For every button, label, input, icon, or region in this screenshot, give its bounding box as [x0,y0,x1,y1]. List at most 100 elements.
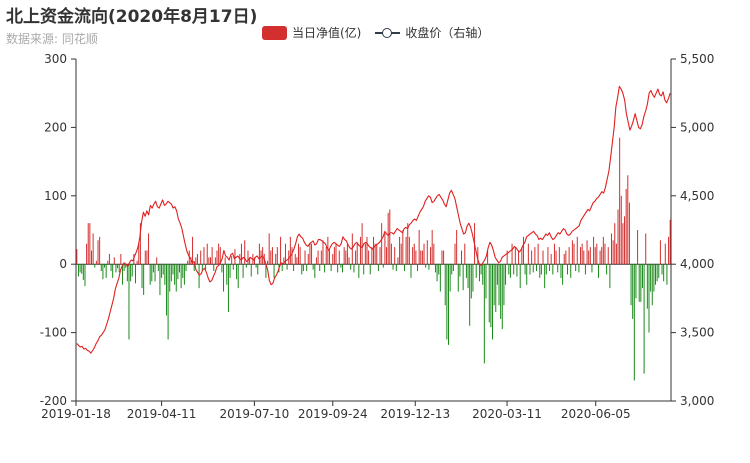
legend-item-net-flow[interactable]: 当日净值(亿) [262,24,361,41]
net-flow-bar [213,264,215,272]
net-flow-bar [513,264,515,275]
net-flow-bar [97,240,99,265]
net-flow-bar [105,264,107,278]
net-flow-bar [570,264,572,278]
net-flow-bar [544,264,546,289]
net-flow-bar [180,264,182,289]
net-flow-bar [589,247,591,265]
net-flow-bar [200,250,202,265]
net-flow-bar [433,243,435,265]
net-flow-bar [355,250,357,265]
net-flow-bar [444,264,446,306]
net-flow-bar [146,250,148,265]
net-flow-bar [94,264,96,268]
x-tick-label: 2019-01-18 [41,407,111,421]
net-flow-bar [521,247,523,265]
net-flow-bar [358,264,360,278]
net-flow-bar [218,243,220,265]
net-flow-bar [232,264,234,270]
y-right-tick-label: 5,500 [680,52,714,66]
net-flow-bar [646,264,648,309]
net-flow-bar [117,264,119,269]
net-flow-bar [293,264,295,272]
net-flow-bar [516,264,518,277]
net-flow-bar [658,264,660,278]
net-flow-bar [632,264,634,319]
net-flow-bar [645,233,647,265]
net-flow-bar [566,264,568,275]
net-flow-bar [509,264,511,278]
net-flow-bar [221,264,223,273]
net-flow-bar [488,264,490,323]
net-flow-bar [276,247,278,265]
net-flow-bar [342,264,344,273]
net-flow-bar [90,250,92,265]
net-flow-bar [159,264,161,295]
net-flow-bar [135,264,136,284]
net-flow-bar [467,264,469,289]
net-flow-bar [456,230,458,265]
net-flow-bar [493,264,495,306]
net-flow-bar [311,243,313,265]
axes [71,58,676,406]
y-left-tick-label: 200 [44,120,67,134]
net-flow-bar [322,240,324,265]
net-flow-bar [568,247,570,265]
net-flow-bar [542,250,544,265]
net-flow-bar [201,264,203,272]
net-flow-bar [206,243,208,265]
net-flow-bar [177,264,179,280]
net-flow-bar [545,264,547,275]
net-flow-bar [387,212,389,265]
net-flow-bar [475,264,477,278]
net-flow-bar [364,243,366,265]
net-flow-bar [144,250,146,265]
net-flow-bar [625,188,627,265]
net-flow-bar [602,236,604,265]
net-flow-bar [659,240,661,265]
y-left-tick-label: 300 [44,52,67,66]
net-flow-bars [76,137,671,381]
net-flow-bar [420,250,422,265]
net-flow-bar [643,264,645,374]
net-flow-bar [289,236,291,265]
net-flow-bar [482,264,484,285]
net-flow-bar [576,236,578,265]
net-flow-bar [236,264,238,280]
net-flow-bar [426,240,428,265]
net-flow-bar [487,250,489,265]
net-flow-bar [524,264,526,275]
net-flow-bar [641,264,643,289]
net-flow-bar [439,264,441,292]
net-flow-bar [179,264,181,273]
net-flow-bar [100,264,102,272]
net-flow-bar [237,264,239,289]
net-flow-bar [478,264,480,282]
net-flow-bar [477,247,479,265]
net-flow-bar [470,264,472,299]
net-flow-bar [330,264,332,272]
net-flow-bar [547,247,549,265]
net-flow-bar [612,240,614,265]
net-flow-bar [130,264,132,282]
net-flow-bar [312,264,314,270]
net-flow-bar [539,264,541,278]
net-flow-bar [315,257,317,265]
net-flow-bar [359,236,361,265]
net-flow-bar [581,243,583,265]
net-flow-bar [226,264,228,285]
net-flow-bar [174,264,176,285]
net-flow-bar [346,243,348,265]
net-flow-bar [369,264,371,275]
net-flow-bar [553,243,555,265]
net-flow-bar [244,240,246,265]
net-flow-bar [162,264,164,275]
net-flow-bar [249,257,251,265]
net-flow-bar [284,243,286,265]
net-flow-bar [580,247,582,265]
net-flow-bar [619,137,621,265]
net-flow-bar [110,264,112,272]
net-flow-bar [412,247,414,265]
legend-item-close-price[interactable]: 收盘价（右轴） [375,24,489,41]
net-flow-bar [653,264,655,292]
